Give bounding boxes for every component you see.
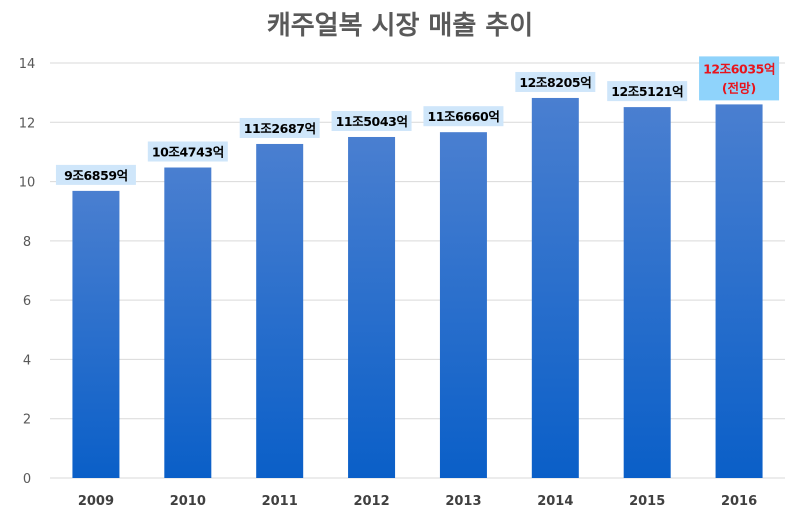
data-label-box (331, 110, 412, 131)
bar-2016 (715, 104, 763, 479)
x-category-label: 2011 (262, 494, 298, 509)
bar-2014 (531, 97, 579, 479)
x-category-label: 2016 (721, 494, 757, 509)
bar-2012 (348, 136, 396, 478)
x-category-label: 2013 (445, 494, 481, 509)
data-label-box (147, 141, 228, 162)
data-label-text: 11조2687억 (244, 121, 316, 136)
data-label-2014: 12조8205억 (515, 71, 596, 92)
data-label-2016: 12조6035억 (전망) (699, 56, 780, 101)
data-label-2011: 11조2687억 (239, 117, 320, 138)
data-label-text: 11조5043억 (336, 114, 408, 129)
y-tick-label: 14 (19, 57, 36, 72)
gridlines (50, 62, 785, 479)
data-label-text: 12조8205억 (519, 75, 591, 90)
y-tick-label: 10 (19, 176, 36, 191)
data-label-box (515, 71, 596, 92)
forecast-note: (전망) (722, 80, 756, 95)
data-label-text: 10조4743억 (152, 145, 224, 160)
data-label-box (55, 164, 136, 185)
data-label-text: 9조6859억 (64, 168, 128, 183)
y-tick-label: 4 (23, 353, 31, 368)
bar-2010 (164, 167, 212, 478)
data-label-2013: 11조6660억 (423, 106, 504, 127)
bar-2011 (256, 143, 304, 478)
y-tick-label: 2 (23, 413, 31, 428)
y-tick-label: 0 (23, 472, 31, 487)
data-label-2015: 12조5121억 (607, 81, 688, 102)
data-label-box (423, 106, 504, 127)
y-tick-label: 8 (23, 235, 31, 250)
x-category-label: 2009 (78, 494, 114, 509)
x-axis-categories: 2009 2010 2011 2012 2013 2014 2015 2016 (78, 494, 757, 509)
data-labels: 9조6859억 10조4743억 11조2687억 11조5043억 11조6660억 1… (55, 56, 780, 185)
data-label-text: 11조6660억 (427, 109, 499, 124)
data-label-2010: 10조4743억 (147, 141, 228, 162)
y-tick-label: 6 (23, 294, 31, 309)
data-label-box (699, 56, 780, 101)
y-axis-ticks: 0 2 4 6 8 10 12 14 (19, 57, 36, 487)
data-label-text: 12조5121억 (611, 84, 683, 99)
data-label-box (239, 117, 320, 138)
y-tick-label: 12 (19, 116, 36, 131)
data-label-text: 12조6035억 (703, 61, 775, 76)
data-label-box (607, 81, 688, 102)
bar-2009 (72, 190, 120, 478)
bar-2013 (439, 132, 487, 478)
x-category-label: 2010 (170, 494, 206, 509)
x-category-label: 2014 (537, 494, 573, 509)
bar-2015 (623, 107, 671, 479)
data-label-2009: 9조6859억 (55, 164, 136, 185)
chart-title: 캐주얼복 시장 매출 추이 (267, 11, 533, 41)
data-label-2012: 11조5043억 (331, 110, 412, 131)
bars (72, 97, 763, 479)
x-category-label: 2015 (629, 494, 665, 509)
x-category-label: 2012 (353, 494, 389, 509)
